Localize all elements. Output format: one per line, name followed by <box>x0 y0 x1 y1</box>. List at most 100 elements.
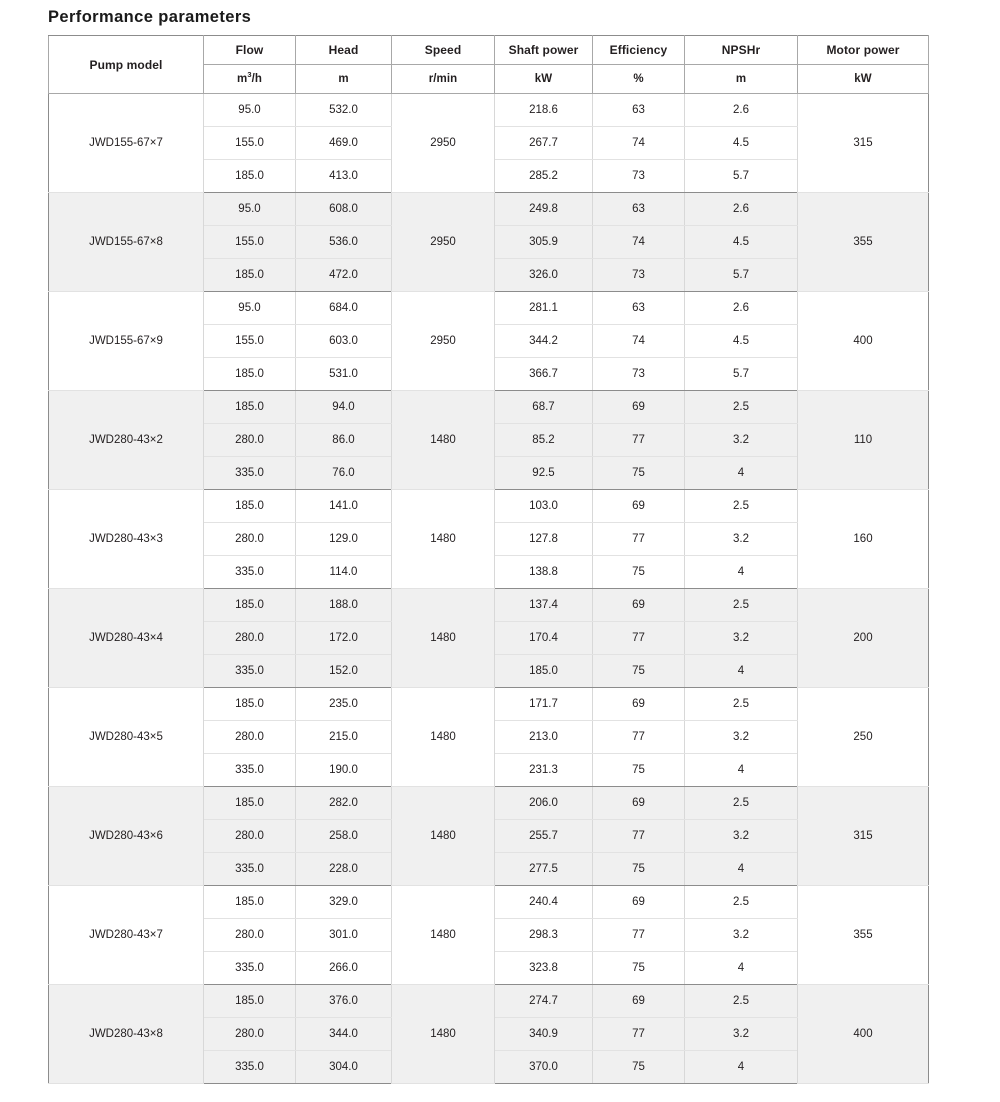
table-row: 155.0 603.0 344.2 74 4.5 <box>49 324 929 358</box>
cell-shaft-power: 285.2 <box>494 159 593 193</box>
pump-model-block: JWD280-43×8 185.0 376.0 1480 274.7 69 2.5 400 28… <box>48 984 929 1084</box>
cell-flow: 280.0 <box>203 720 296 754</box>
cell-pump-model: JWD280-43×6 <box>48 786 204 886</box>
table-row: JWD280-43×8 185.0 376.0 1480 274.7 69 2.5 400 <box>48 984 929 1084</box>
table-row: JWD280-43×5 185.0 235.0 1480 171.7 69 2.5 250 <box>48 687 929 787</box>
cell-flow: 335.0 <box>203 555 296 589</box>
cell-flow: 155.0 <box>203 225 296 259</box>
cell-head: 282.0 <box>295 786 392 820</box>
cell-head: 152.0 <box>295 654 392 688</box>
cell-efficiency: 69 <box>592 984 685 1018</box>
cell-head: 413.0 <box>295 159 392 193</box>
cell-motor-power: 250 <box>797 687 929 787</box>
cell-speed: 2950 <box>391 291 495 391</box>
table-row: 155.0 536.0 305.9 74 4.5 <box>49 225 929 259</box>
cell-npshr: 2.6 <box>684 291 798 325</box>
cell-speed: 1480 <box>391 984 495 1084</box>
cell-flow: 185.0 <box>203 588 296 622</box>
table-row: JWD280-43×7 185.0 329.0 1480 240.4 69 2.5 355 <box>48 885 929 985</box>
cell-efficiency: 63 <box>592 93 685 127</box>
table-row: JWD280-43×4 185.0 188.0 1480 137.4 69 2.5 200 <box>48 588 929 688</box>
cell-flow: 335.0 <box>203 852 296 886</box>
cell-efficiency: 74 <box>592 126 685 160</box>
table-row: 335.0 266.0 323.8 75 4 <box>49 951 929 985</box>
cell-flow: 280.0 <box>203 819 296 853</box>
cell-head: 329.0 <box>295 885 392 919</box>
cell-npshr: 2.5 <box>684 786 798 820</box>
cell-speed: 1480 <box>391 885 495 985</box>
cell-motor-power: 355 <box>797 192 929 292</box>
performance-table-container: Pump model Flow Head Speed Shaft power E… <box>48 35 929 1084</box>
cell-flow: 335.0 <box>203 654 296 688</box>
cell-head: 141.0 <box>295 489 392 523</box>
table-row: 185.0 413.0 285.2 73 5.7 <box>49 159 929 193</box>
cell-head: 266.0 <box>295 951 392 985</box>
cell-npshr: 3.2 <box>684 423 798 457</box>
column-header-flow: Flow <box>203 35 296 65</box>
table-row: 280.0 129.0 127.8 77 3.2 <box>49 522 929 556</box>
cell-shaft-power: 267.7 <box>494 126 593 160</box>
cell-shaft-power: 103.0 <box>494 489 593 523</box>
cell-npshr: 3.2 <box>684 621 798 655</box>
cell-flow: 280.0 <box>203 522 296 556</box>
cell-npshr: 4 <box>684 456 798 490</box>
cell-motor-power: 400 <box>797 984 929 1084</box>
table-row: JWD280-43×2 185.0 94.0 1480 68.7 69 2.5 110 <box>48 390 929 490</box>
cell-shaft-power: 92.5 <box>494 456 593 490</box>
cell-flow: 95.0 <box>203 192 296 226</box>
table-row: 280.0 301.0 298.3 77 3.2 <box>49 918 929 952</box>
table-row: 280.0 215.0 213.0 77 3.2 <box>49 720 929 754</box>
table-row: 335.0 114.0 138.8 75 4 <box>49 555 929 589</box>
cell-efficiency: 75 <box>592 753 685 787</box>
header-row-group: Pump model Flow Head Speed Shaft power E… <box>48 35 929 94</box>
cell-efficiency: 74 <box>592 225 685 259</box>
cell-speed: 1480 <box>391 489 495 589</box>
cell-head: 531.0 <box>295 357 392 391</box>
cell-head: 86.0 <box>295 423 392 457</box>
column-header-efficiency: Efficiency <box>592 35 685 65</box>
cell-npshr: 2.5 <box>684 390 798 424</box>
cell-npshr: 2.5 <box>684 687 798 721</box>
cell-npshr: 3.2 <box>684 522 798 556</box>
cell-head: 172.0 <box>295 621 392 655</box>
cell-npshr: 2.5 <box>684 489 798 523</box>
cell-head: 76.0 <box>295 456 392 490</box>
cell-pump-model: JWD155-67×7 <box>48 93 204 193</box>
cell-pump-model: JWD280-43×5 <box>48 687 204 787</box>
cell-pump-model: JWD280-43×2 <box>48 390 204 490</box>
cell-motor-power: 355 <box>797 885 929 985</box>
cell-flow: 155.0 <box>203 324 296 358</box>
cell-efficiency: 69 <box>592 390 685 424</box>
cell-efficiency: 73 <box>592 357 685 391</box>
cell-pump-model: JWD280-43×3 <box>48 489 204 589</box>
cell-motor-power: 200 <box>797 588 929 688</box>
cell-shaft-power: 326.0 <box>494 258 593 292</box>
cell-efficiency: 69 <box>592 489 685 523</box>
cell-shaft-power: 85.2 <box>494 423 593 457</box>
cell-efficiency: 74 <box>592 324 685 358</box>
pump-model-block: JWD155-67×7 95.0 532.0 2950 218.6 63 2.6 315 155… <box>48 93 929 193</box>
cell-npshr: 3.2 <box>684 819 798 853</box>
cell-npshr: 5.7 <box>684 357 798 391</box>
cell-flow: 185.0 <box>203 984 296 1018</box>
cell-shaft-power: 171.7 <box>494 687 593 721</box>
cell-speed: 2950 <box>391 93 495 193</box>
cell-head: 190.0 <box>295 753 392 787</box>
table-row: 280.0 86.0 85.2 77 3.2 <box>49 423 929 457</box>
cell-flow: 335.0 <box>203 456 296 490</box>
cell-shaft-power: 298.3 <box>494 918 593 952</box>
cell-efficiency: 63 <box>592 291 685 325</box>
performance-parameters-table: Pump model Flow Head Speed Shaft power E… <box>48 35 929 1084</box>
cell-speed: 1480 <box>391 687 495 787</box>
cell-shaft-power: 370.0 <box>494 1050 593 1084</box>
cell-head: 215.0 <box>295 720 392 754</box>
cell-head: 304.0 <box>295 1050 392 1084</box>
cell-shaft-power: 277.5 <box>494 852 593 886</box>
table-row: 185.0 472.0 326.0 73 5.7 <box>49 258 929 292</box>
table-row: JWD155-67×8 95.0 608.0 2950 249.8 63 2.6 355 <box>48 192 929 292</box>
cell-npshr: 2.5 <box>684 984 798 1018</box>
cell-flow: 335.0 <box>203 951 296 985</box>
cell-head: 376.0 <box>295 984 392 1018</box>
cell-head: 472.0 <box>295 258 392 292</box>
cell-efficiency: 75 <box>592 852 685 886</box>
